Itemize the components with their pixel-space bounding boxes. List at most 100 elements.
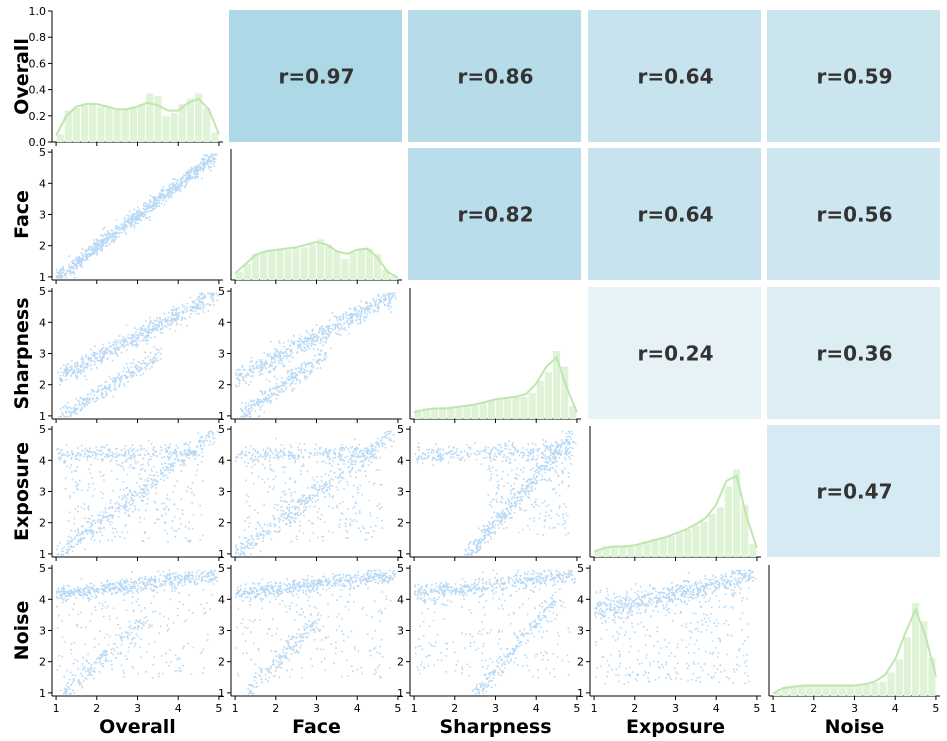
y-tick-label-exposure-face-0: 1 [218,548,225,561]
y-axis-label-face: Face [11,190,33,239]
histogram-bar-sharpness-11 [504,398,512,419]
scatter-exposure-vs-face [235,430,395,556]
scatter-noise-vs-face [235,569,397,695]
y-tick-label-face-overall-0: 1 [39,271,46,284]
corr-label-overall-noise: r=0.59 [817,65,893,89]
y-tick-label-noise-exposure-2: 3 [577,625,584,638]
kde-curve-overall [55,97,220,136]
x-tick-label-exposure-2: 3 [672,702,679,715]
y-tick-label-noise-sharpness-0: 1 [397,687,404,700]
y-tick-label-noise-sharpness-3: 4 [397,593,404,606]
x-tick-label-face-0: 1 [232,702,239,715]
histogram-bar-overall-8 [121,109,129,142]
histogram-bar-face-15 [357,248,365,280]
x-tick-label-exposure-4: 5 [753,702,760,715]
corr-tile-overall-exposure [588,10,761,142]
histogram-bar-noise-18 [920,621,928,696]
x-tick-label-noise-0: 1 [770,702,777,715]
corr-tile-face-sharpness [408,148,581,280]
density-tick-label-1: 0.2 [29,110,47,123]
histogram-bar-sharpness-12 [512,396,520,419]
histogram-bar-noise-9 [846,685,854,696]
histogram-bar-noise-16 [903,637,911,696]
histogram-bar-overall-9 [129,106,137,142]
x-tick-label-exposure-3: 4 [713,702,720,715]
histogram-bar-exposure-14 [708,513,716,557]
histogram-bar-face-4 [268,251,276,280]
histogram-bar-sharpness-16 [544,371,552,419]
histogram-bar-exposure-2 [610,546,618,557]
x-tick-label-sharpness-2: 3 [492,702,499,715]
y-tick-label-exposure-sharpness-2: 3 [397,486,404,499]
histogram-bar-noise-19 [928,658,936,696]
corr-tile-exposure-noise [767,425,940,557]
x-tick-label-sharpness-4: 5 [573,702,580,715]
histogram-bar-face-8 [300,247,308,280]
scatter-points-layer [56,153,757,695]
x-tick-label-overall-4: 5 [215,702,222,715]
scatter-sharpness-vs-overall [57,292,219,418]
y-tick-label-exposure-overall-3: 4 [39,454,46,467]
histogram-bar-sharpness-1 [422,408,430,419]
histogram-bar-overall-19 [211,132,219,142]
scatter-noise-vs-exposure [594,569,757,685]
y-tick-label-noise-overall-0: 1 [39,687,46,700]
corr-label-overall-exposure: r=0.64 [638,65,714,89]
histogram-bar-face-6 [284,249,292,280]
y-tick-label-exposure-face-3: 4 [218,454,225,467]
corr-tile-overall-face [229,10,402,142]
histogram-noise [773,602,936,696]
histogram-bar-face-5 [276,249,284,280]
histogram-bar-exposure-8 [659,537,667,557]
x-axis-label-sharpness: Sharpness [439,716,551,738]
histogram-bar-sharpness-15 [536,381,544,419]
histogram-bar-overall-2 [72,107,80,142]
x-tick-label-exposure-0: 1 [591,702,598,715]
histogram-bar-overall-7 [113,109,121,142]
histogram-bar-noise-15 [895,659,903,696]
y-tick-label-sharpness-face-3: 4 [218,316,225,329]
histogram-bar-noise-7 [830,685,838,696]
corr-label-face-sharpness: r=0.82 [458,203,534,227]
histogram-bar-sharpness-17 [553,350,561,419]
corr-label-overall-sharpness: r=0.86 [458,65,534,89]
density-tick-label-5: 1.0 [29,5,47,18]
density-tick-label-0: 0.0 [29,136,47,149]
histogram-bar-sharpness-13 [520,396,528,419]
corr-label-overall-face: r=0.97 [279,65,355,89]
y-tick-label-noise-exposure-4: 5 [577,562,584,575]
histogram-bar-overall-1 [64,110,72,142]
x-tick-label-noise-2: 3 [851,702,858,715]
y-tick-label-sharpness-overall-4: 5 [39,285,46,298]
histogram-bar-noise-4 [806,685,814,696]
x-tick-label-noise-3: 4 [892,702,899,715]
histogram-overall [56,93,219,142]
histogram-bar-noise-10 [855,685,863,696]
corr-label-face-noise: r=0.56 [817,203,893,227]
x-axis-label-face: Face [292,716,341,738]
histogram-bar-noise-3 [798,685,806,696]
histogram-bar-sharpness-10 [496,398,504,419]
histogram-bar-overall-13 [162,115,170,142]
histogram-face [235,239,398,280]
x-axis-label-noise: Noise [825,716,885,738]
x-tick-label-noise-4: 5 [932,702,939,715]
histogram-bar-noise-1 [781,686,789,696]
histogram-bar-exposure-0 [594,549,602,557]
histogram-bar-face-3 [260,252,268,280]
y-tick-label-face-overall-1: 2 [39,240,46,253]
kde-curve-sharpness [413,355,578,414]
histogram-bar-face-11 [325,244,333,280]
y-axis-label-exposure: Exposure [11,442,33,541]
histogram-bar-face-19 [390,276,398,280]
y-tick-label-exposure-face-4: 5 [218,423,225,436]
histogram-bar-sharpness-4 [447,407,455,419]
histogram-bar-noise-5 [814,685,822,696]
histogram-bar-overall-18 [203,107,211,142]
y-tick-label-noise-overall-1: 2 [39,656,46,669]
scatter-face-vs-overall [56,153,218,279]
x-tick-label-overall-2: 3 [134,702,141,715]
corr-label-sharpness-exposure: r=0.24 [638,342,714,366]
x-tick-label-overall-0: 1 [53,702,60,715]
histogram-bar-exposure-11 [684,529,692,557]
